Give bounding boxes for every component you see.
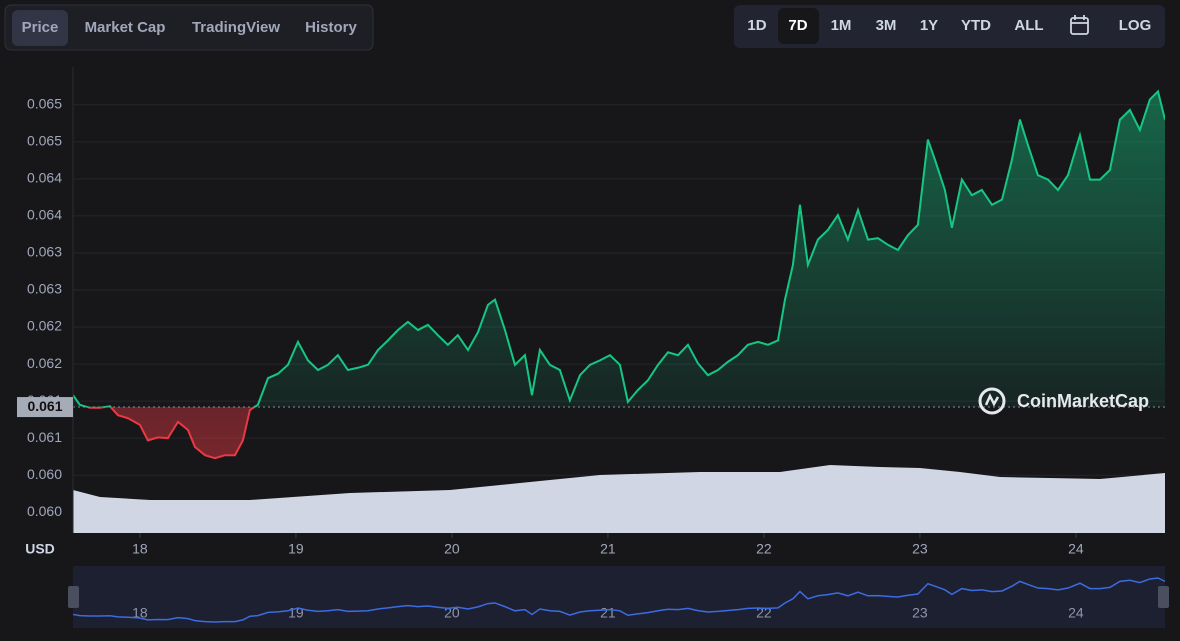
y-tick-label: 0.065 <box>27 133 62 149</box>
range-button[interactable]: 1M <box>831 17 852 34</box>
range-button[interactable]: 1D <box>747 17 766 34</box>
x-tick-label: 18 <box>132 541 148 557</box>
x-tick-label: 20 <box>444 541 460 557</box>
x-tick-label: 22 <box>756 541 772 557</box>
navigator-label: 21 <box>600 605 616 621</box>
price-line-down <box>83 407 257 460</box>
watermark-text: CoinMarketCap <box>1017 391 1149 411</box>
active-range-bg <box>778 8 819 44</box>
x-tick-label: 24 <box>1068 541 1084 557</box>
area-up <box>73 91 1165 408</box>
navigator-label: 23 <box>912 605 928 621</box>
price-line-up <box>73 89 1165 408</box>
x-tick-label: 19 <box>288 541 304 557</box>
active-tab-bg <box>12 10 68 46</box>
y-tick-label: 0.060 <box>27 503 62 519</box>
tab[interactable]: TradingView <box>192 19 280 36</box>
range-button[interactable]: 1Y <box>920 17 938 34</box>
reference-label: 0.061 <box>27 398 62 414</box>
navigator-plot: 18 19 20 21 22 23 24 <box>72 577 1166 623</box>
tab-bar-frame <box>4 4 374 51</box>
tab-bar: Price Market Cap TradingView History <box>4 4 374 51</box>
x-tick-label: 23 <box>912 541 928 557</box>
reference-label-bg <box>17 397 73 418</box>
y-tick-label: 0.064 <box>27 170 62 186</box>
navigator-label: 22 <box>756 605 772 621</box>
axes: USD 0.060 0.060 0.061 0.061 0.062 0.062 0.063 0… <box>17 67 1084 557</box>
log-button[interactable]: LOG <box>1119 17 1152 34</box>
tab[interactable]: History <box>305 19 357 36</box>
y-tick-label: 0.062 <box>27 355 62 371</box>
range-button[interactable]: YTD <box>961 17 991 34</box>
navigator-label: 19 <box>288 605 304 621</box>
navigator-line <box>72 577 1166 623</box>
range-button[interactable]: ALL <box>1014 17 1043 34</box>
x-tick-label: 21 <box>600 541 616 557</box>
calendar-icon[interactable] <box>1070 15 1089 35</box>
navigator-handle[interactable] <box>1158 586 1169 608</box>
y-tick-label: 0.063 <box>27 244 62 260</box>
y-tick-label: 0.063 <box>27 281 62 297</box>
y-axis-label: USD <box>25 541 55 557</box>
navigator <box>73 566 1165 628</box>
range-bar-frame <box>734 5 1165 48</box>
range-button[interactable]: 3M <box>876 17 897 34</box>
range-button[interactable]: 7D <box>788 17 807 34</box>
tab[interactable]: Price <box>22 19 59 36</box>
y-tick-label: 0.065 <box>27 95 62 111</box>
range-bar: 1D 7D 1M 3M 1Y YTD ALL LOG <box>734 5 1165 48</box>
navigator-label: 18 <box>132 605 148 621</box>
navigator-handle[interactable] <box>68 586 79 608</box>
y-tick-label: 0.064 <box>27 207 62 223</box>
navigator-label: 24 <box>1068 605 1084 621</box>
y-tick-label: 0.061 <box>27 429 62 445</box>
tab[interactable]: Market Cap <box>85 19 166 36</box>
y-tick-label: 0.062 <box>27 318 62 334</box>
y-tick-label: 0.060 <box>27 466 62 482</box>
watermark: CoinMarketCap <box>978 387 1149 415</box>
volume-area <box>73 465 1165 533</box>
